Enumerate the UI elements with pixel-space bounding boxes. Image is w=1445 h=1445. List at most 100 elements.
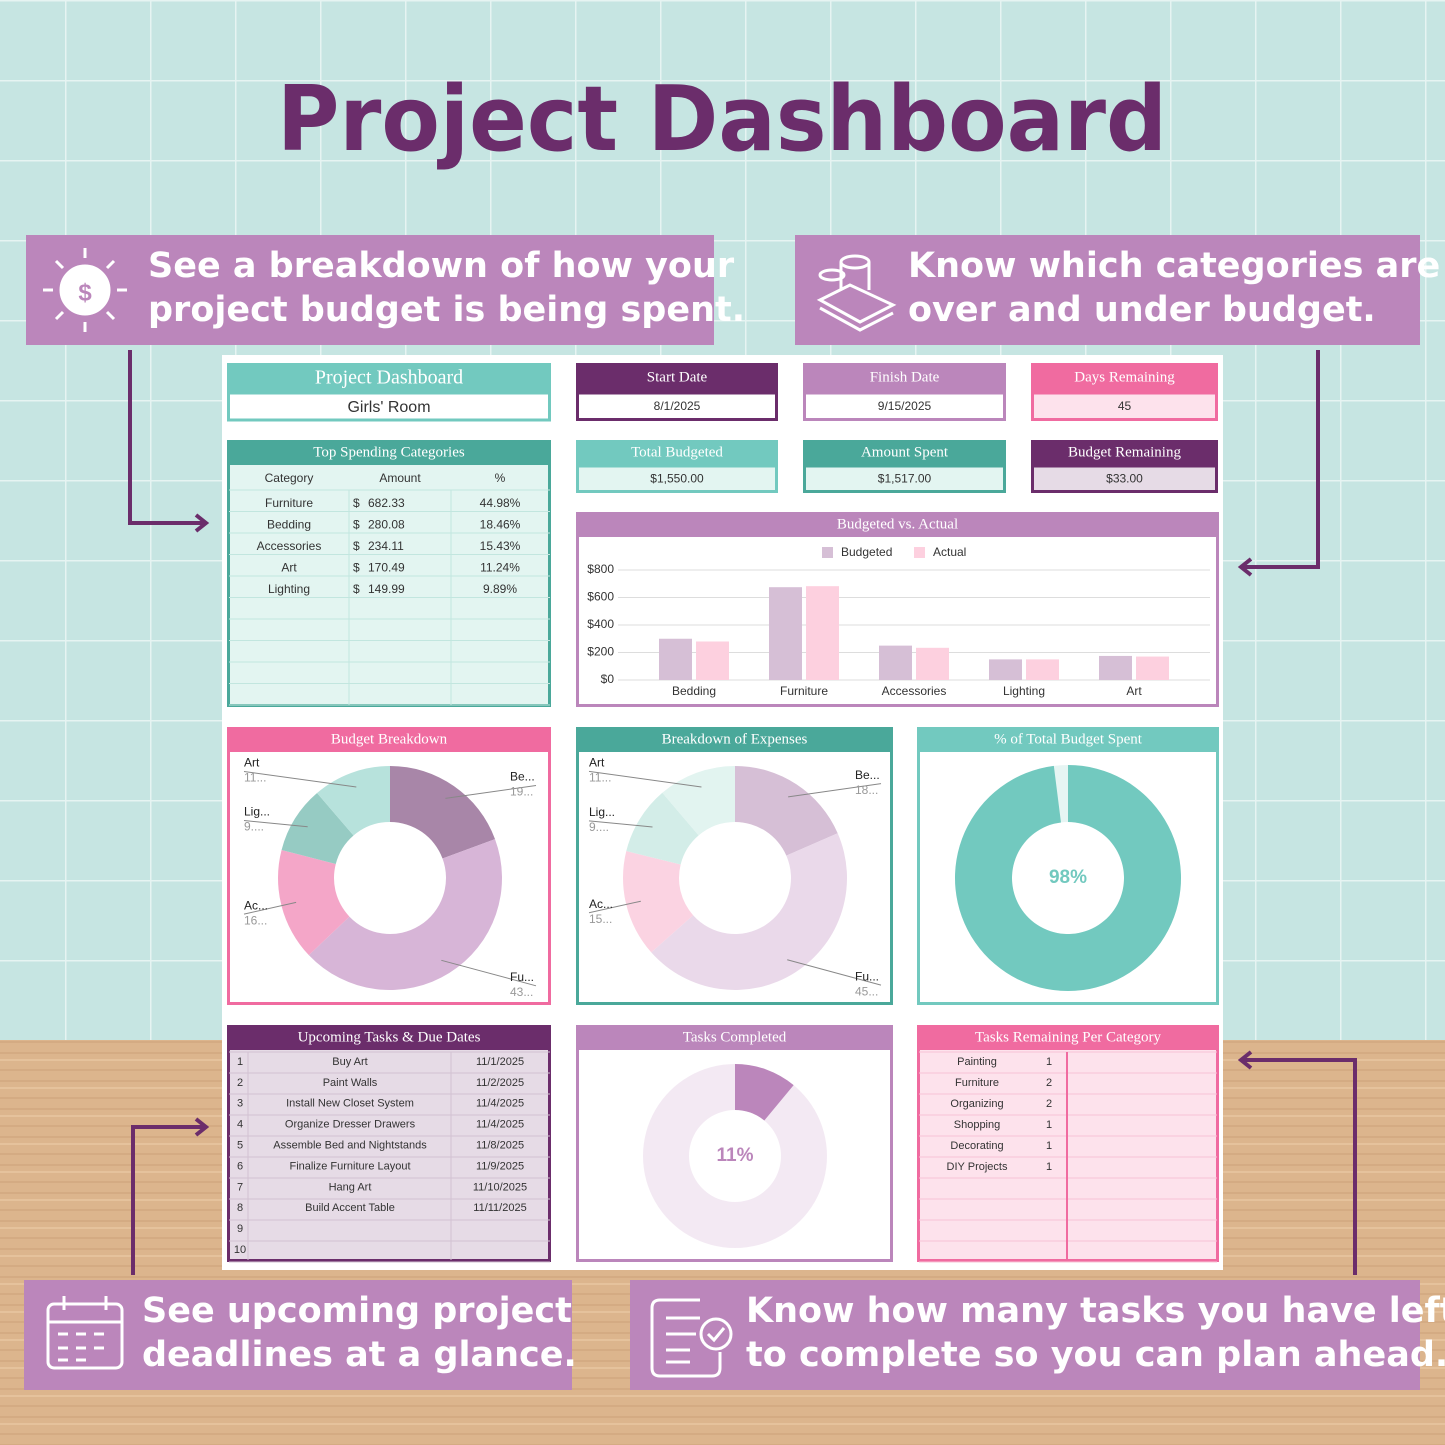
stat-field [1031, 391, 1218, 421]
legend-swatch [822, 547, 833, 558]
stat-label: Total Budgeted [631, 444, 723, 460]
panel-title: Budget Breakdown [331, 731, 448, 747]
cell: 1 [237, 1056, 243, 1068]
callout-text: to complete so you can plan ahead. [746, 1335, 1445, 1375]
callout-text: project budget is being spent. [148, 290, 745, 330]
bar [696, 641, 729, 680]
slice-label: Be... [510, 770, 535, 784]
cell: 4 [237, 1119, 243, 1131]
panel [227, 1025, 551, 1262]
leader-line [588, 770, 702, 788]
legend-label: Budgeted [841, 545, 892, 559]
cell: Lighting [268, 582, 310, 596]
pie-slice [662, 766, 735, 836]
callout-box [630, 1280, 1420, 1390]
leader-line [441, 959, 537, 987]
slice-value: 11... [244, 771, 266, 785]
pie-slice [278, 849, 350, 956]
leader-line [787, 959, 882, 986]
cell: $ [353, 539, 360, 553]
project-name: Girls' Room [347, 399, 430, 416]
slice-label: Lig... [589, 805, 615, 819]
panel-header [227, 440, 551, 465]
x-tick-label: Bedding [672, 684, 716, 698]
stat-field [803, 391, 1006, 421]
cell: Decorating [950, 1140, 1003, 1152]
panel-title: Upcoming Tasks & Due Dates [298, 1029, 481, 1045]
cell: 11/10/2025 [473, 1181, 527, 1193]
stat-field [576, 391, 778, 421]
x-tick-label: Lighting [1003, 684, 1045, 698]
panel-title: Top Spending Categories [313, 444, 465, 460]
stat-header [1031, 363, 1218, 393]
slice-label: Be... [855, 768, 880, 782]
cell: 170.49 [368, 560, 405, 574]
callout-box [24, 1280, 572, 1390]
slice-label: Ac... [589, 897, 613, 911]
bar [806, 586, 839, 680]
cell: 18.46% [480, 518, 521, 532]
panel-header [917, 727, 1219, 752]
stat-label: Finish Date [870, 369, 940, 385]
cell: $ [353, 582, 360, 596]
connector-arrows [128, 350, 1357, 1275]
cell: 9.89% [483, 582, 517, 596]
cell: 234.11 [368, 539, 404, 553]
cell: 3 [237, 1098, 243, 1110]
panel-title: Project Dashboard [315, 367, 463, 389]
callout-text: over and under budget. [908, 290, 1376, 330]
stat-header [803, 363, 1006, 393]
slice-label: Fu... [510, 970, 534, 984]
cell: Shopping [954, 1119, 1001, 1131]
column-header: Amount [379, 471, 421, 485]
stat-header [1031, 440, 1218, 466]
cell: 9 [237, 1223, 243, 1235]
cell: 1 [1046, 1056, 1052, 1068]
cell: 682.33 [368, 496, 405, 510]
stat-label: Budget Remaining [1068, 444, 1181, 460]
panel-header [576, 512, 1219, 537]
calendar-icon [46, 1296, 124, 1370]
callout-box [26, 235, 714, 345]
cell: Painting [957, 1056, 997, 1068]
slice-value: 9.... [589, 820, 609, 834]
stat-label: Start Date [647, 369, 708, 385]
bar [659, 638, 692, 680]
legend-swatch [914, 547, 925, 558]
cell: 11/1/2025 [476, 1056, 524, 1068]
cell: $ [353, 518, 360, 532]
y-tick-label: $200 [587, 645, 614, 659]
icon-glyph: $ [78, 279, 92, 306]
panel-header [227, 727, 551, 752]
callout-text: Know which categories are [908, 246, 1440, 286]
stat-value: $33.00 [1106, 472, 1143, 486]
stat-value: $1,550.00 [650, 472, 704, 486]
cell: 5 [237, 1140, 243, 1152]
column-header: % [495, 471, 506, 485]
slice-value: 19... [510, 785, 533, 799]
checklist-icon [650, 1298, 733, 1378]
coins-icon [816, 254, 897, 332]
bar [1026, 659, 1059, 680]
cell: 11/9/2025 [476, 1160, 524, 1172]
legend-label: Actual [933, 545, 966, 559]
leader-line [243, 770, 357, 788]
stat-value: $1,517.00 [878, 472, 932, 486]
stat-label: Amount Spent [861, 444, 949, 460]
pie-slice [390, 766, 496, 859]
cell: 15.43% [480, 539, 521, 553]
leader-line [588, 820, 653, 828]
panel-title: Breakdown of Expenses [662, 731, 808, 747]
stat-value: 8/1/2025 [654, 399, 701, 413]
cell: Furniture [955, 1077, 999, 1089]
cell: 1 [1046, 1140, 1052, 1152]
slice-label: Lig... [244, 805, 270, 819]
cell: DIY Projects [947, 1161, 1008, 1173]
stat-header [576, 363, 778, 393]
cell: 2 [237, 1077, 243, 1089]
slice-label: Art [589, 756, 605, 770]
column-header: Category [265, 471, 314, 485]
stat-field [803, 464, 1006, 493]
bar [916, 647, 949, 680]
